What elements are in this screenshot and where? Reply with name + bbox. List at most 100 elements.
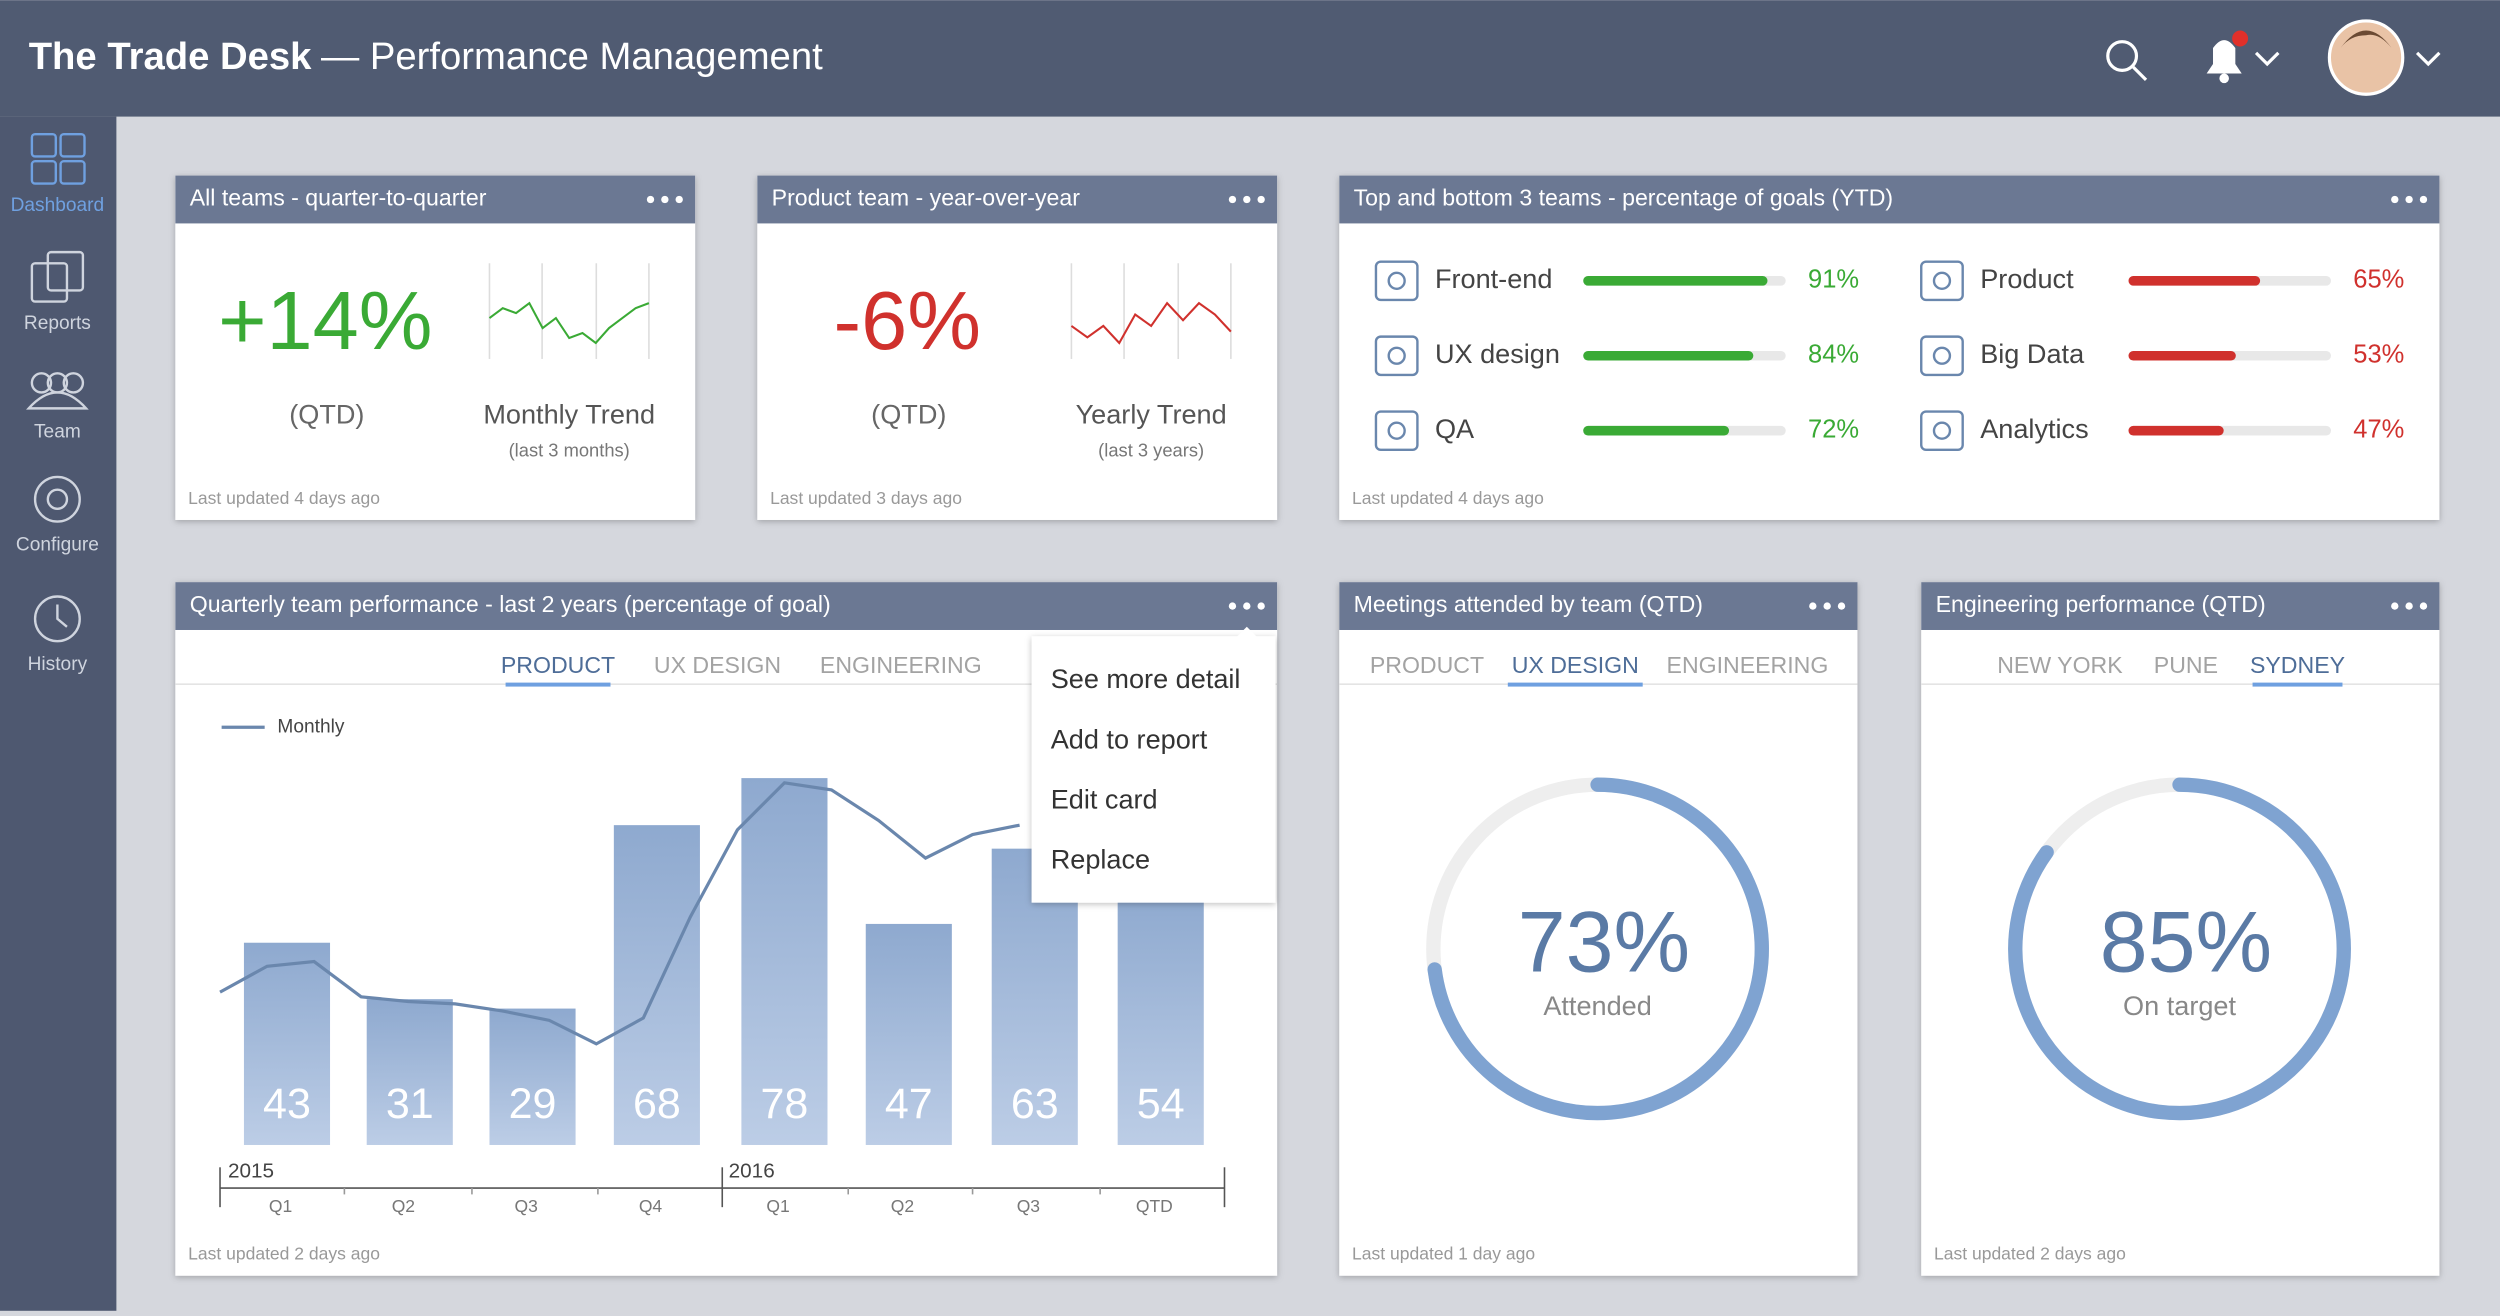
bar (366, 999, 453, 1145)
gauge-value: 85% (2100, 895, 2272, 991)
bar-value-label: 78 (761, 1080, 809, 1128)
avatar-hair (2340, 30, 2392, 49)
tab-label: NEW YORK (1997, 652, 2123, 678)
bar-value-label: 31 (386, 1080, 434, 1128)
card-menu-button[interactable] (2391, 195, 2428, 204)
dot (2391, 195, 2399, 204)
notification-dot (2232, 30, 2249, 47)
x-tick-label: Q2 (392, 1196, 415, 1216)
tab-label: ENGINEERING (820, 652, 982, 678)
nav-label: Dashboard (11, 195, 105, 216)
card-header (757, 175, 1278, 224)
menu-item[interactable]: Add to report (1051, 723, 1208, 754)
x-tick-label: QTD (1136, 1196, 1173, 1216)
tab[interactable]: PUNE (2154, 652, 2218, 678)
card-title: Top and bottom 3 teams - percentage of g… (1354, 185, 1894, 211)
card-title: Product team - year-over-year (772, 185, 1081, 211)
card-header (175, 175, 696, 224)
nav-item[interactable]: History (28, 595, 88, 676)
icon-part (30, 132, 57, 158)
top-bar (0, 0, 2500, 117)
progress-value: 65% (2353, 266, 2404, 294)
card-menu-button[interactable] (2391, 602, 2428, 610)
team-name: Big Data (1980, 338, 2085, 369)
team-icon-detail (1387, 346, 1406, 365)
tab-label: UX DESIGN (1512, 652, 1639, 678)
nav-label: Configure (16, 535, 99, 556)
dot (646, 195, 655, 204)
tab[interactable]: UX DESIGN (654, 652, 781, 678)
card-title: Engineering performance (QTD) (1936, 591, 2266, 617)
tab-underline (2252, 682, 2343, 687)
year-label: 2015 (228, 1160, 274, 1183)
tab[interactable]: SYDNEY (2250, 652, 2345, 687)
avatar (2327, 19, 2405, 96)
menu-item-label: Replace (1051, 843, 1150, 874)
bar-value-label: 54 (1137, 1080, 1185, 1128)
dot (1228, 195, 1237, 204)
nav-item[interactable]: Team (26, 372, 89, 442)
card (1921, 582, 2440, 1276)
team-icon-detail (1387, 421, 1406, 440)
nav-item[interactable]: Reports (24, 250, 91, 334)
card-footer: Last updated 4 days ago (1352, 488, 1544, 508)
tab-label: SYDNEY (2250, 652, 2345, 678)
card-footer: Last updated 2 days ago (188, 1244, 380, 1264)
icon-part (33, 475, 81, 523)
x-tick-label: Q1 (766, 1196, 789, 1216)
team-name: UX design (1435, 338, 1560, 369)
tab-label: ENGINEERING (1667, 652, 1829, 678)
team-icon-detail (1932, 421, 1952, 440)
dot (1823, 602, 1831, 610)
tab[interactable]: UX DESIGN (1507, 652, 1643, 687)
team-icon-detail (1932, 271, 1952, 290)
dot (1837, 602, 1846, 610)
search-button[interactable] (2106, 40, 2148, 82)
chevron (2254, 51, 2280, 67)
kpi-label: (QTD) (289, 398, 364, 429)
bar-value-label: 29 (509, 1080, 557, 1128)
nav-label: Team (34, 421, 81, 442)
card-menu-button[interactable] (1228, 602, 1265, 610)
tab-underline (1507, 682, 1643, 687)
icon-part (33, 595, 81, 643)
tab[interactable]: PRODUCT (1370, 652, 1484, 678)
card-menu-button[interactable] (1809, 602, 1846, 610)
card-menu-button[interactable] (1228, 195, 1265, 204)
progress-bar (1583, 276, 1768, 286)
nav-item[interactable]: Configure (16, 475, 99, 556)
tab[interactable]: ENGINEERING (1667, 652, 1829, 678)
line-series (219, 781, 1020, 1046)
card-menu-button[interactable] (646, 195, 683, 204)
icon-part (59, 160, 86, 185)
trend-label: Yearly Trend (1076, 398, 1227, 429)
card-title: Quarterly team performance - last 2 year… (190, 591, 831, 617)
tab[interactable]: ENGINEERING (820, 652, 982, 678)
user-menu[interactable] (2327, 19, 2441, 96)
tab-label: PRODUCT (1370, 652, 1484, 678)
bar (1117, 890, 1204, 1145)
menu-item[interactable]: Edit card (1051, 783, 1158, 814)
tab[interactable]: NEW YORK (1997, 652, 2123, 678)
team-icon (1374, 260, 1419, 302)
menu-item[interactable]: See more detail (1051, 663, 1241, 694)
context-menu (1031, 636, 1276, 903)
kpi-label: (QTD) (871, 398, 946, 429)
menu-item-label: See more detail (1051, 663, 1241, 694)
team-icon (1920, 410, 1964, 452)
dot (2405, 195, 2413, 204)
tab-label: PRODUCT (501, 652, 615, 678)
notifications-button[interactable] (2206, 30, 2280, 84)
team-name: Front-end (1435, 263, 1552, 294)
trend-note: (last 3 months) (509, 439, 630, 460)
card (757, 175, 1278, 520)
nav-item[interactable]: Dashboard (11, 132, 105, 216)
menu-item[interactable]: Replace (1051, 843, 1150, 874)
search-handle (2132, 66, 2148, 82)
tab[interactable]: PRODUCT (501, 652, 615, 687)
dot (2419, 602, 2428, 610)
icon-part (46, 488, 69, 511)
progress-value: 84% (1808, 340, 1859, 368)
